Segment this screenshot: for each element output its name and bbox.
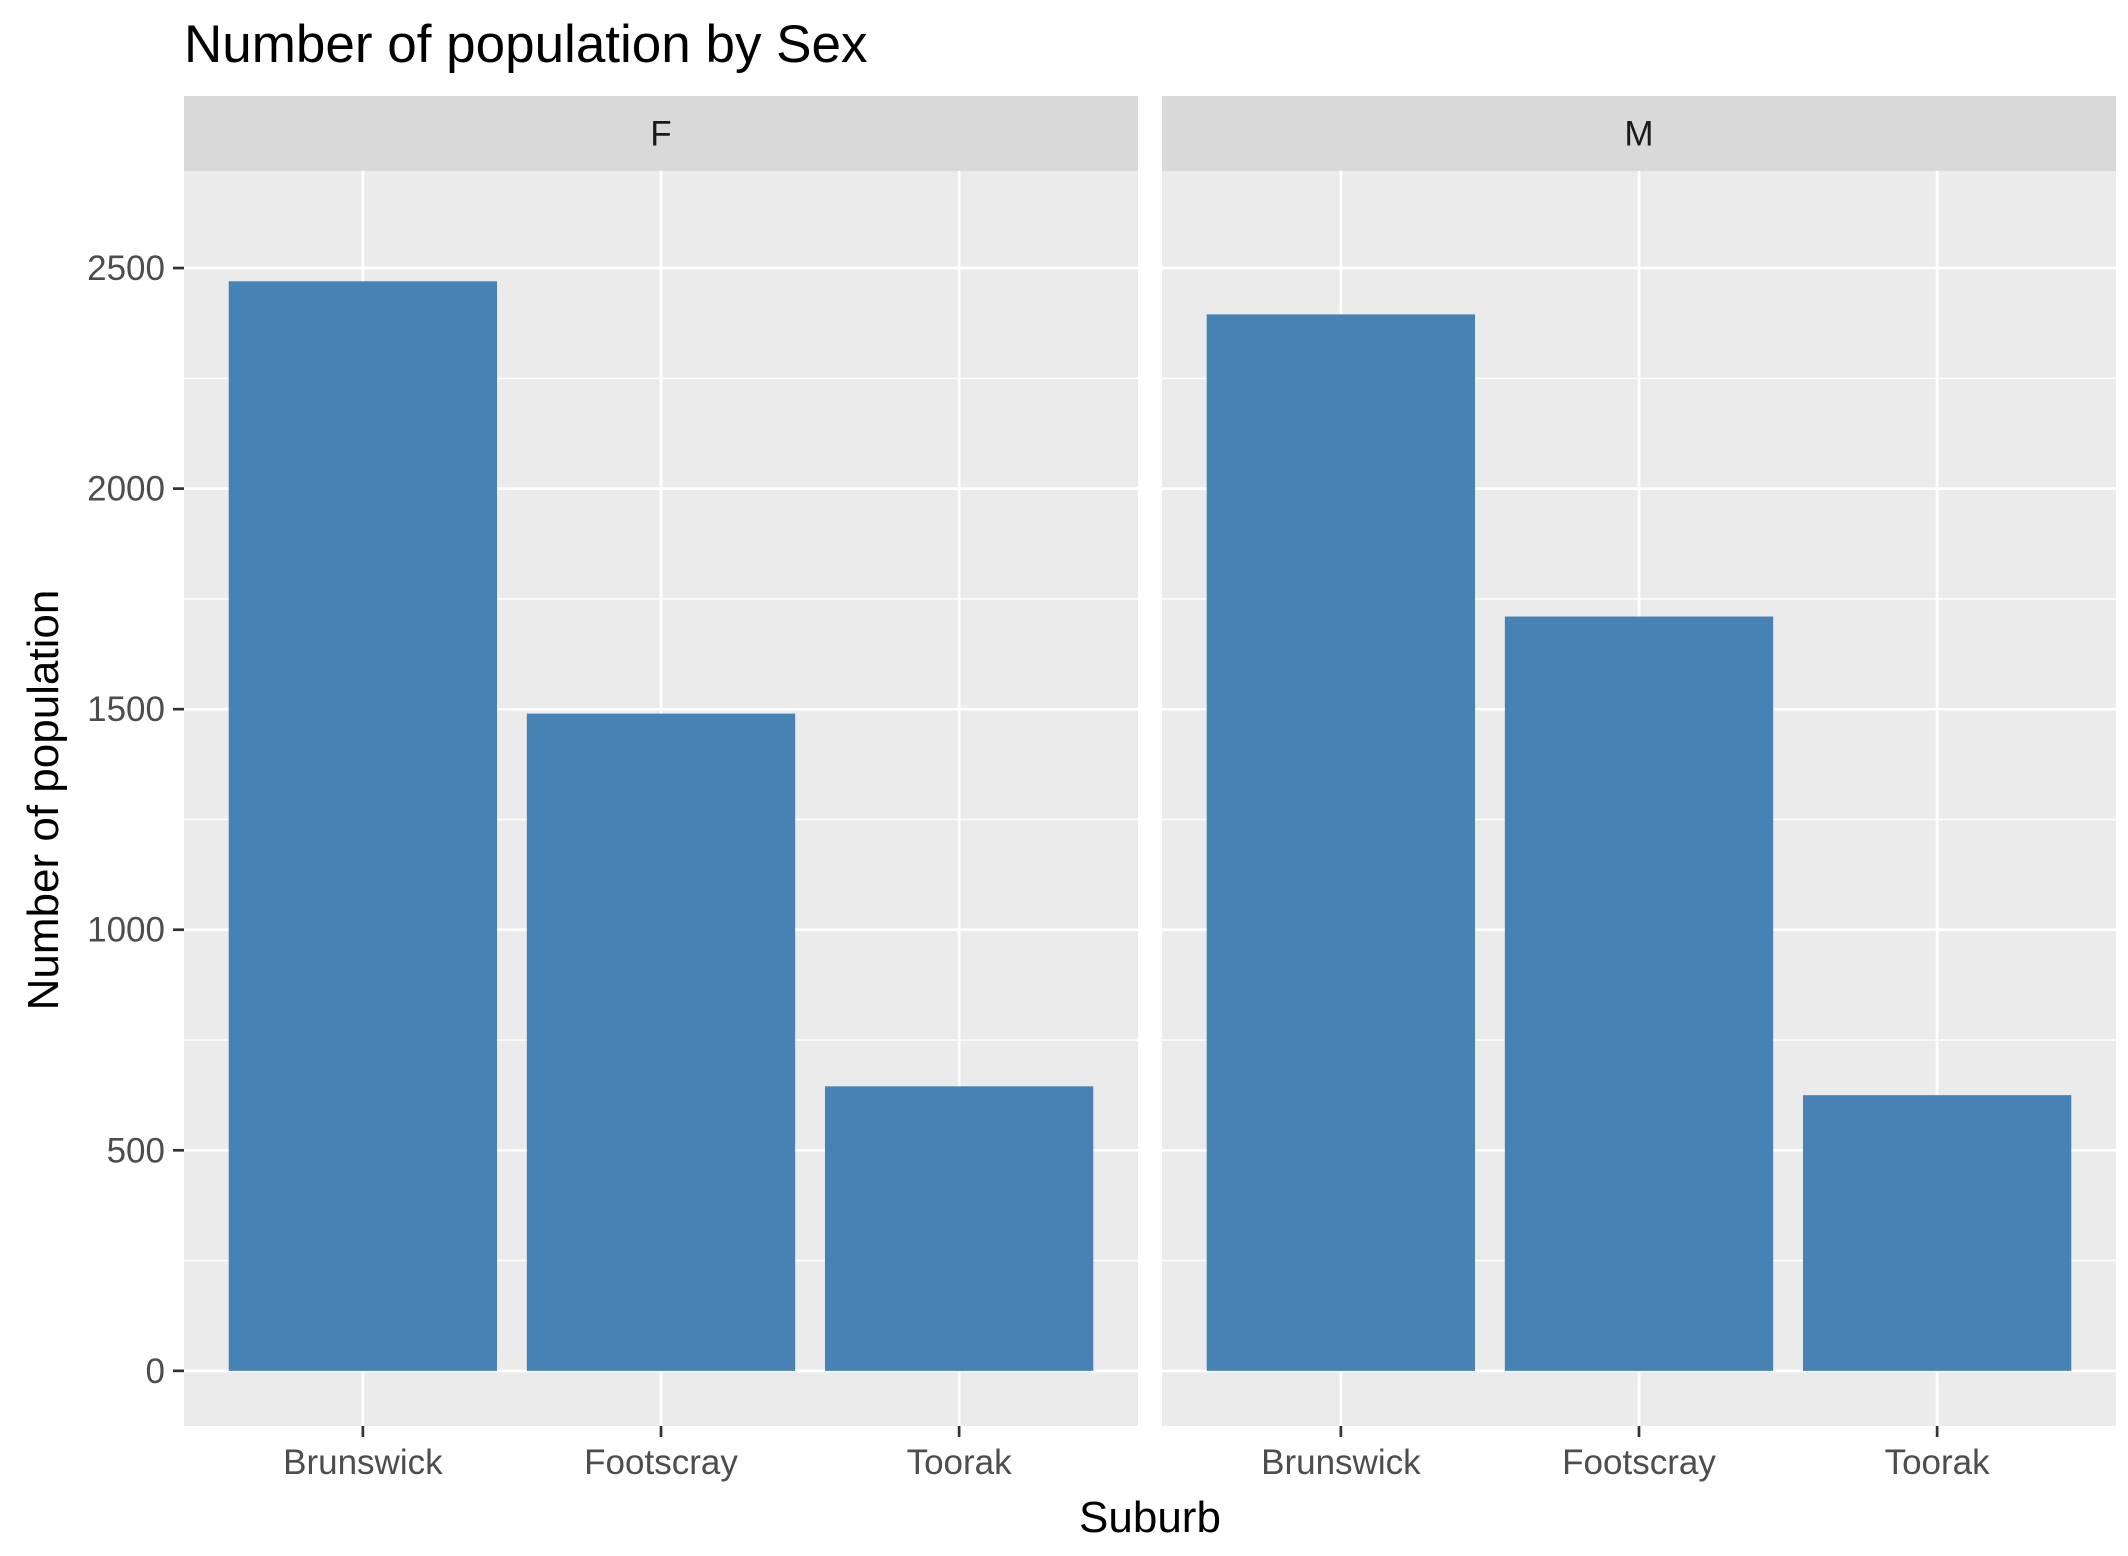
x-tick-label: Brunswick (1261, 1443, 1421, 1482)
bar-m-footscray (1504, 616, 1774, 1371)
facet-strip-label: F (650, 115, 671, 154)
y-tick-label: 500 (107, 1131, 165, 1170)
bar-f-toorak (824, 1086, 1094, 1371)
bar-m-toorak (1802, 1095, 2072, 1371)
bar-f-brunswick (228, 281, 498, 1371)
bar-m-brunswick (1206, 314, 1476, 1371)
x-tick-label: Toorak (907, 1443, 1013, 1482)
y-axis-title: Number of population (19, 590, 68, 1011)
x-tick-label: Footscray (1562, 1443, 1716, 1482)
facet-panel-f: F Brunswick Footscray Toorak (184, 96, 1138, 1482)
y-tick-label: 0 (146, 1352, 165, 1391)
x-tick-label: Footscray (584, 1443, 738, 1482)
facet-panel-m: M Brunswick Footscray Toorak (1162, 96, 2116, 1482)
y-tick-label: 2500 (87, 249, 165, 288)
y-axis: 0 500 1000 1500 2000 2500 (87, 249, 184, 1391)
facet-strip (184, 96, 1138, 171)
y-tick-label: 1000 (87, 911, 165, 950)
x-axis-title: Suburb (1079, 1493, 1221, 1542)
facet-strip-label: M (1624, 115, 1653, 154)
bar-f-footscray (526, 713, 796, 1371)
y-tick-label: 2000 (87, 470, 165, 509)
y-tick-label: 1500 (87, 690, 165, 729)
x-tick-label: Toorak (1885, 1443, 1991, 1482)
chart-title: Number of population by Sex (184, 15, 868, 74)
facet-strip (1162, 96, 2116, 171)
x-tick-label: Brunswick (283, 1443, 443, 1482)
